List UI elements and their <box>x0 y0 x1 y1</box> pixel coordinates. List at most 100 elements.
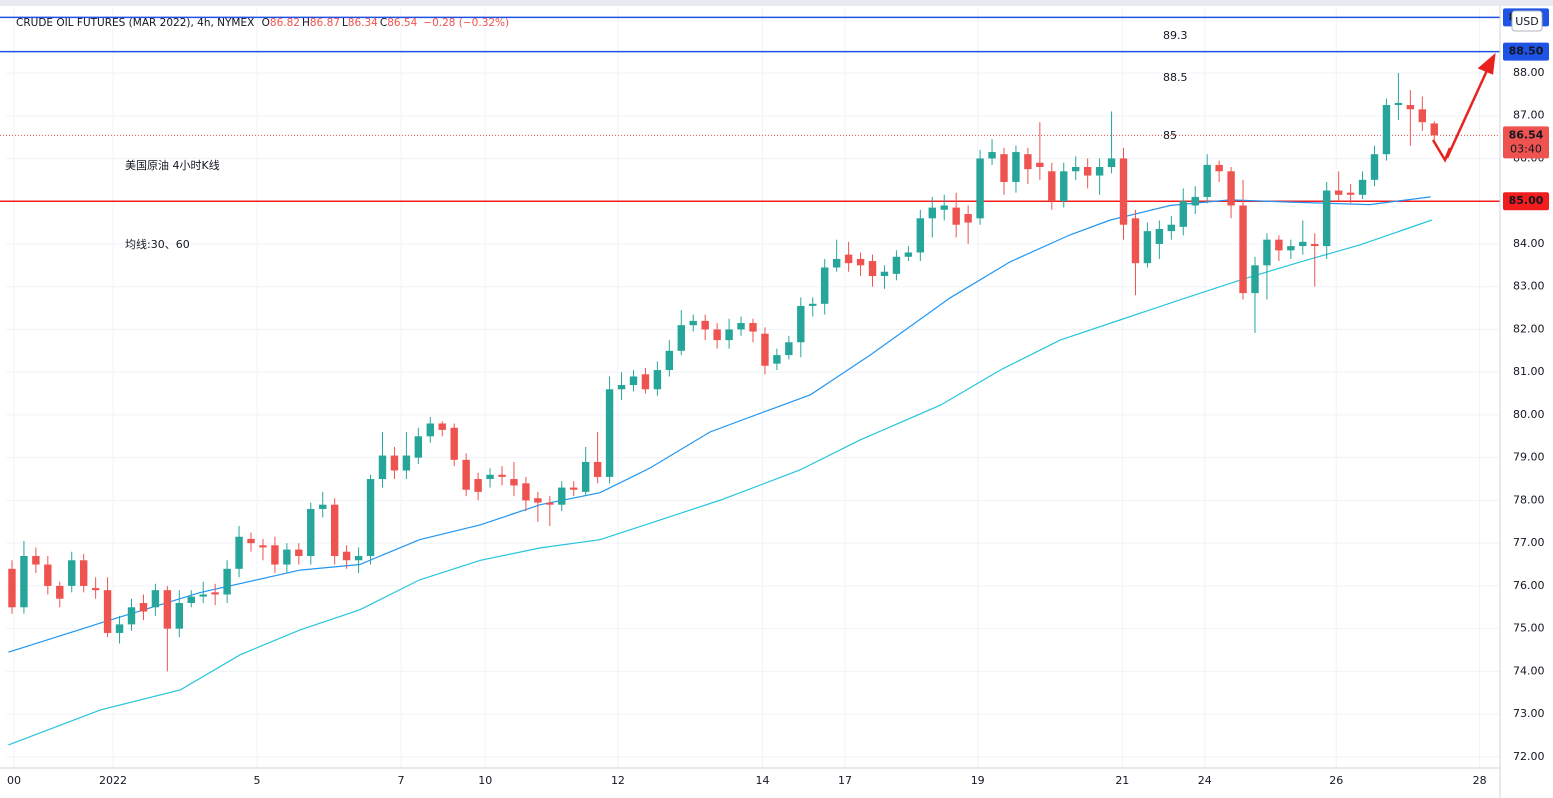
legend-change: −0.28 (−0.32%) <box>423 17 509 29</box>
candle-body <box>880 271 889 277</box>
candle-body <box>546 502 554 505</box>
candle-body <box>940 205 948 210</box>
candle-body <box>211 592 219 595</box>
candle-body <box>1131 218 1140 264</box>
candle-body <box>1430 123 1438 136</box>
x-tick-label: 2022 <box>99 774 127 787</box>
candle-body <box>151 590 160 608</box>
y-tick-label: 74.00 <box>1513 664 1545 677</box>
legend-value: 86.54 <box>387 17 417 29</box>
candle-body <box>1358 179 1367 195</box>
candle-body <box>641 374 650 390</box>
candle-body <box>581 461 590 492</box>
candle-body <box>319 504 327 509</box>
candle-body <box>844 254 853 264</box>
candle-body <box>1311 243 1319 247</box>
candle-body <box>785 342 793 356</box>
candle-body <box>1334 190 1343 195</box>
currency-label: USD <box>1515 15 1539 28</box>
x-tick-label: 5 <box>253 774 260 787</box>
candle-body <box>175 603 184 629</box>
candle-body <box>1322 190 1331 247</box>
candle-body <box>1060 171 1068 202</box>
candle-body <box>1370 154 1379 180</box>
candle-body <box>283 549 291 565</box>
candle-body <box>474 479 482 492</box>
candle-body <box>247 538 255 544</box>
legend-key: C <box>380 17 387 29</box>
candle-body <box>390 455 399 471</box>
candle-body <box>354 555 363 561</box>
x-tick-label: 28 <box>1473 774 1487 787</box>
candle-body <box>1275 239 1283 251</box>
candle-body <box>1048 171 1056 202</box>
candle-body <box>749 323 757 332</box>
candle-body <box>1287 246 1295 251</box>
candle-body <box>761 333 769 366</box>
candle-body <box>1203 164 1211 197</box>
candle-body <box>868 261 877 277</box>
price-label: 85.00 <box>1509 194 1544 207</box>
candle-body <box>1024 154 1032 170</box>
candle-body <box>617 385 626 390</box>
candle-body <box>56 585 64 599</box>
candle-body <box>1299 241 1307 247</box>
candle-body <box>1263 239 1271 266</box>
candle-body <box>1394 102 1403 106</box>
candle-body <box>295 549 303 556</box>
candle-body <box>1382 105 1391 155</box>
legend-key: L <box>342 17 348 29</box>
x-tick-label: 19 <box>971 774 985 787</box>
y-tick-label: 79.00 <box>1513 451 1545 464</box>
legend-symbol: CRUDE OIL FUTURES (MAR 2022), 4h, NYMEX <box>16 17 254 29</box>
y-tick-label: 84.00 <box>1513 237 1545 250</box>
candle-body <box>1191 196 1199 206</box>
candle-body <box>1095 167 1104 176</box>
arrow-tail <box>1431 139 1452 163</box>
candle-body <box>1179 201 1187 227</box>
y-tick-label: 82.00 <box>1513 322 1545 335</box>
candle-body <box>964 214 972 223</box>
candle-body <box>1036 162 1044 168</box>
y-tick-label: 77.00 <box>1513 536 1545 549</box>
candle-body <box>1418 109 1427 123</box>
y-tick-label: 80.00 <box>1513 408 1545 421</box>
candle-body <box>653 370 662 390</box>
candle-body <box>402 455 411 471</box>
price-label: 88.50 <box>1509 45 1544 58</box>
candle-body <box>187 596 195 604</box>
last-price-box <box>1503 126 1549 159</box>
candle-body <box>44 564 52 586</box>
candle-body <box>1155 228 1164 244</box>
annotation: 88.5 <box>1163 71 1188 84</box>
candle-body <box>1406 105 1415 110</box>
candle-body <box>498 474 506 477</box>
y-tick-label: 87.00 <box>1513 109 1545 122</box>
candle-body <box>330 504 339 556</box>
legend-value: 86.82 <box>270 17 300 29</box>
candle-body <box>127 607 136 625</box>
y-tick-label: 81.00 <box>1513 365 1545 378</box>
candle-body <box>832 258 841 268</box>
candle-body <box>259 545 267 548</box>
candle-body <box>510 479 518 486</box>
candle-body <box>856 258 865 266</box>
y-tick-label: 73.00 <box>1513 707 1545 720</box>
candle-body <box>20 555 28 608</box>
candle-body <box>1251 265 1259 294</box>
candle-body <box>79 560 88 586</box>
candle-body <box>1071 167 1080 172</box>
candle-body <box>1215 164 1223 172</box>
candle-body <box>570 487 578 490</box>
legend-header: CRUDE OIL FUTURES (MAR 2022), 4h, NYMEX O… <box>16 17 509 29</box>
candle-body <box>307 508 315 556</box>
candle-body <box>725 329 733 341</box>
candle-body <box>342 551 351 561</box>
x-tick-label: 14 <box>756 774 770 787</box>
top-band <box>0 0 1553 6</box>
arrow-shaft <box>1445 65 1491 159</box>
candle-body <box>1119 158 1128 225</box>
